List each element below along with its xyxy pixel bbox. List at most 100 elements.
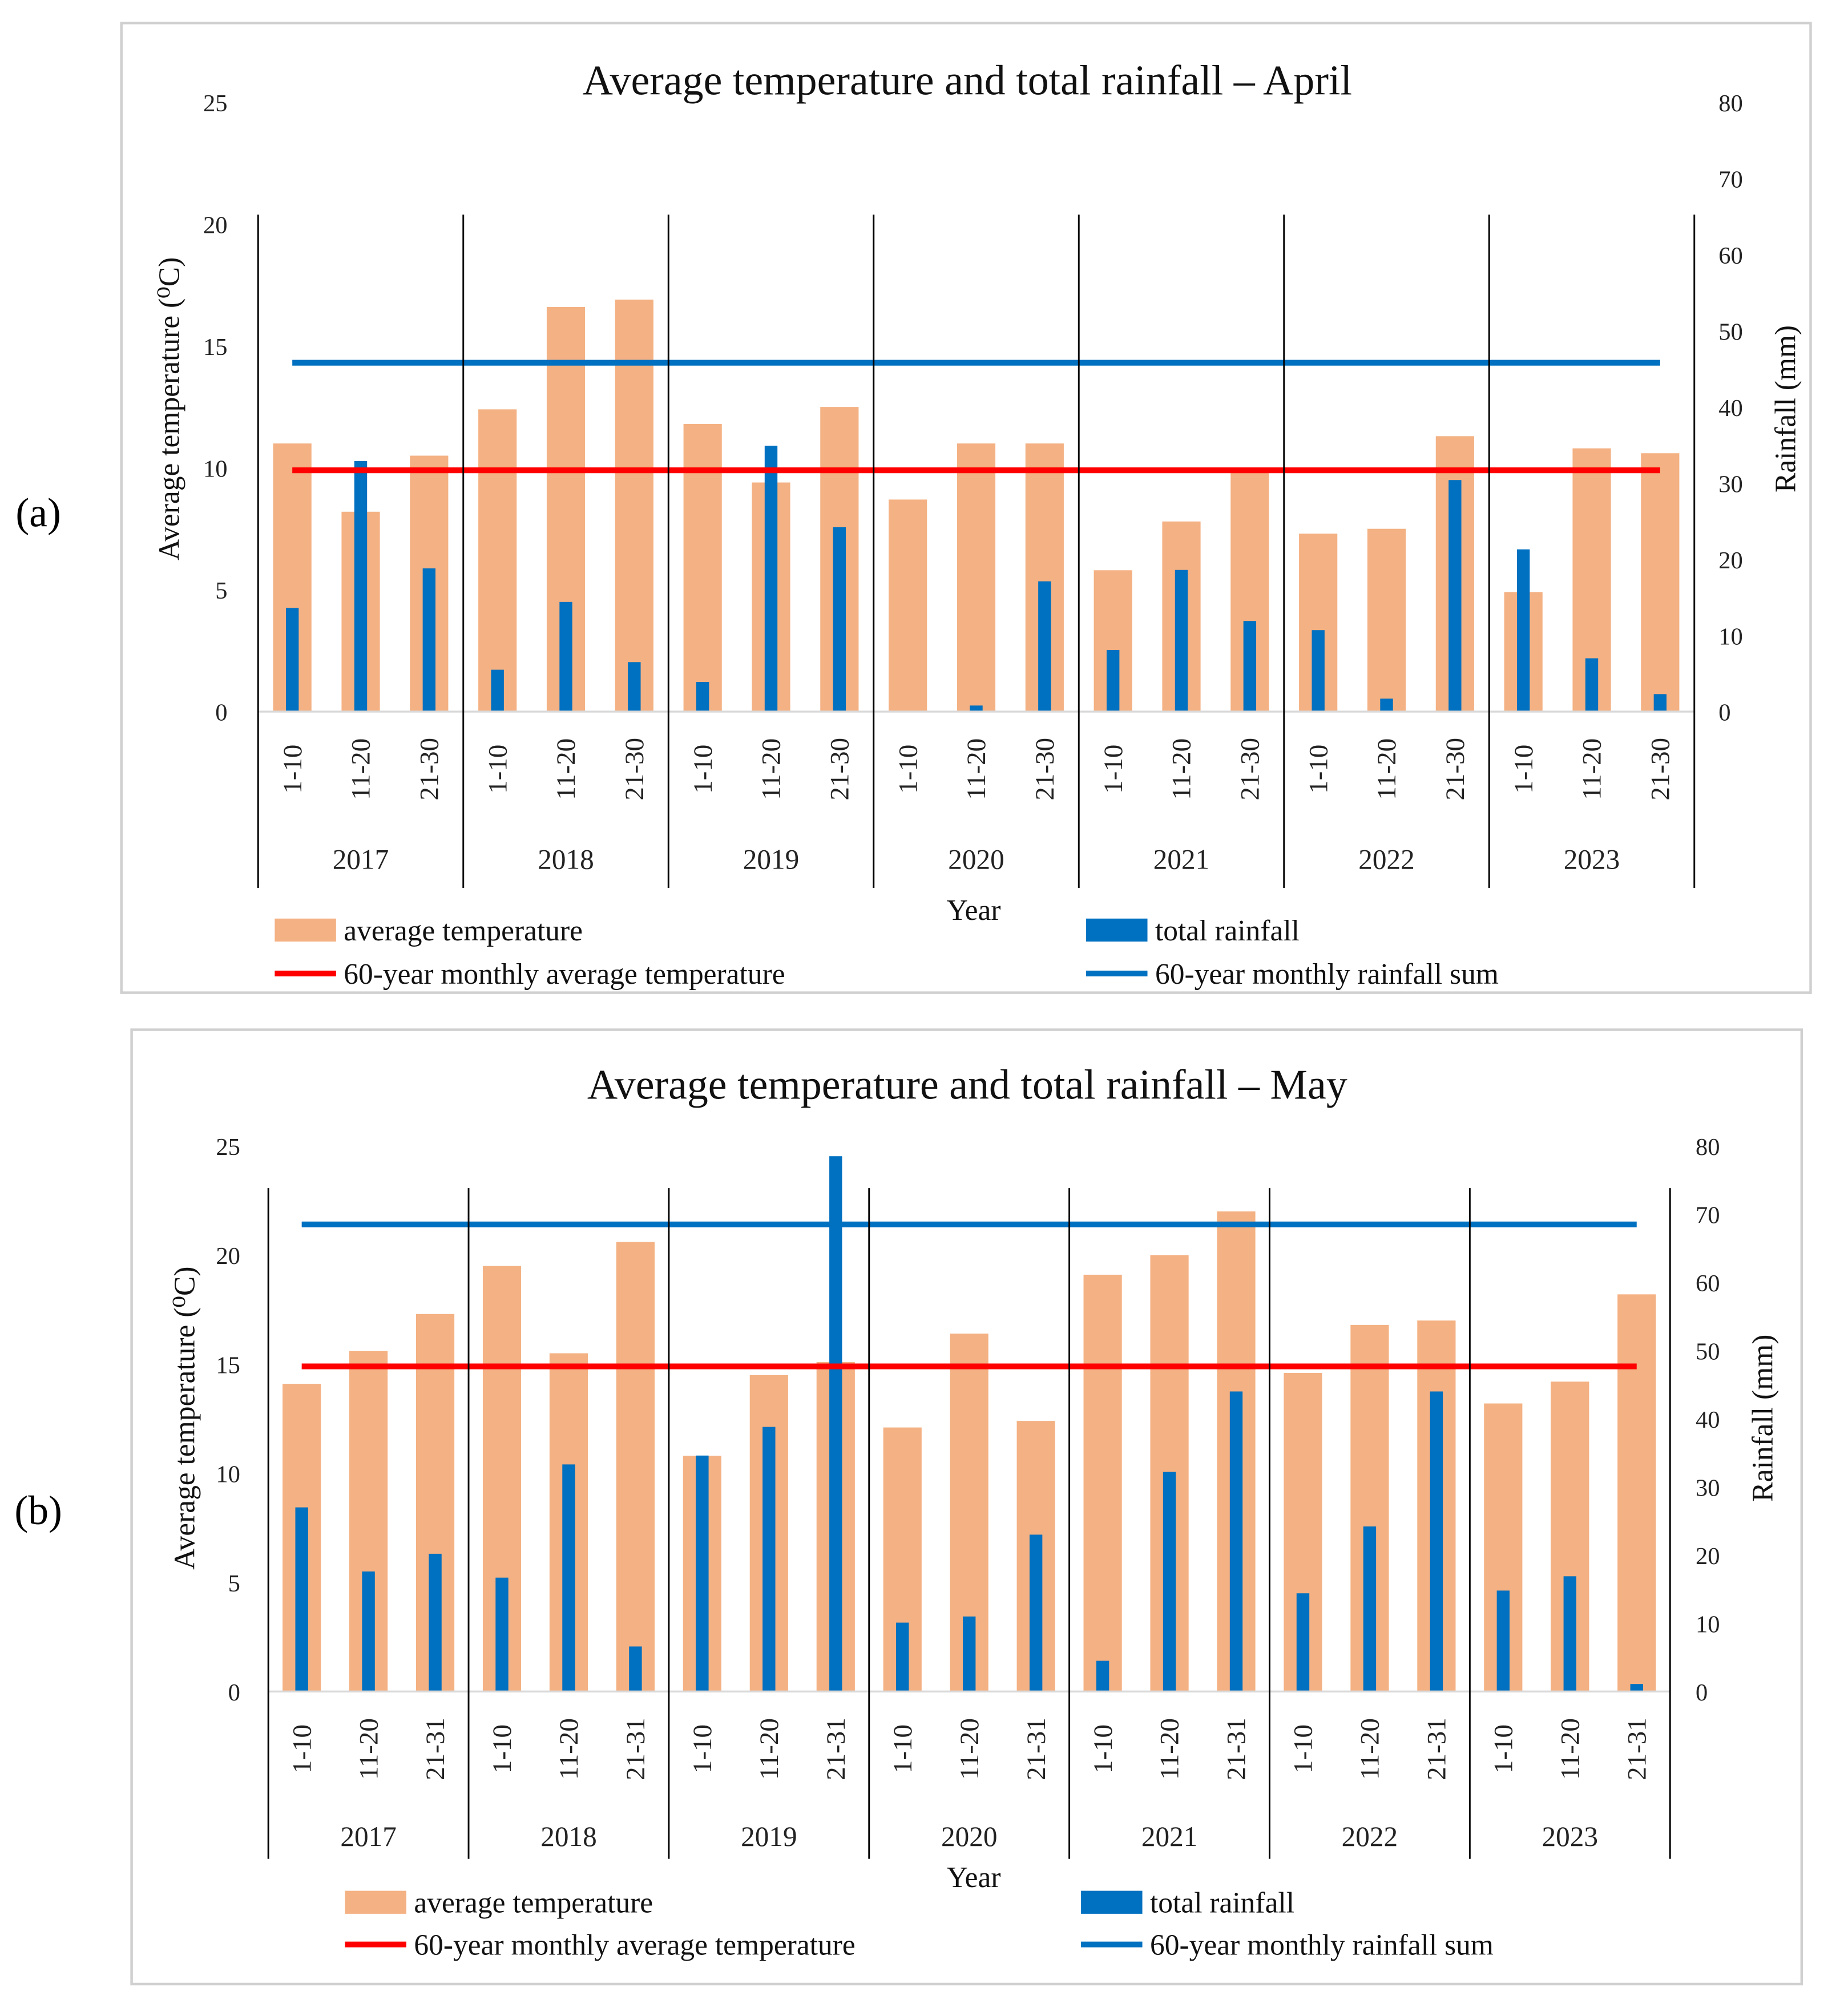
legend-label: 60-year monthly average temperature xyxy=(414,1929,855,1962)
year-label: 2021 xyxy=(1141,1821,1198,1852)
temperature-bar xyxy=(1617,1294,1656,1692)
y2-tick-label: 30 xyxy=(1718,471,1743,498)
y2-tick-label: 40 xyxy=(1718,395,1743,422)
rainfall-bar xyxy=(970,705,983,712)
year-label: 2022 xyxy=(1342,1821,1398,1852)
y2-tick-label: 30 xyxy=(1696,1474,1720,1501)
x-axis-label: Year xyxy=(947,894,1001,927)
rainfall-bar xyxy=(1363,1526,1377,1692)
temperature-bar xyxy=(478,409,517,712)
year-label: 2019 xyxy=(741,1821,797,1852)
y-tick-label: 20 xyxy=(203,212,228,239)
rainfall-bar xyxy=(833,527,846,712)
period-label: 11-20 xyxy=(354,1718,384,1780)
rainfall-bar xyxy=(295,1507,308,1692)
y2-tick-label: 80 xyxy=(1696,1134,1720,1161)
period-label: 21-30 xyxy=(1236,738,1265,801)
rainfall-bar xyxy=(1380,698,1393,712)
period-label: 11-20 xyxy=(1167,738,1197,800)
y2-tick-label: 80 xyxy=(1718,90,1743,117)
rainfall-bar xyxy=(963,1616,976,1692)
period-label: 1-10 xyxy=(893,745,923,794)
rainfall-bar xyxy=(1653,694,1667,712)
rainfall-bar xyxy=(628,662,641,712)
period-label: 11-20 xyxy=(962,738,991,800)
period-label: 1-10 xyxy=(1489,1724,1519,1773)
rainfall-bar xyxy=(1496,1590,1510,1692)
y2-axis-label: Rainfall (mm) xyxy=(1770,325,1802,492)
period-label: 1-10 xyxy=(483,745,513,794)
chart-may: (b) Average temperature and total rainfal… xyxy=(14,1028,1803,1986)
chart-title: Average temperature and total rainfall –… xyxy=(587,1061,1347,1108)
legend-label: total rainfall xyxy=(1155,915,1300,947)
rainfall-bar xyxy=(562,1464,575,1692)
panel-label: (a) xyxy=(15,490,61,535)
period-label: 21-31 xyxy=(821,1718,851,1780)
period-label: 21-31 xyxy=(621,1718,651,1780)
legend-label: total rainfall xyxy=(1150,1887,1294,1920)
chart-april: (a) Average temperature and total rainfal… xyxy=(15,22,1812,994)
temperature-bar xyxy=(1367,528,1406,712)
year-label: 2017 xyxy=(333,843,389,875)
y2-tick-label: 50 xyxy=(1696,1338,1720,1365)
rainfall-bar xyxy=(1296,1593,1310,1692)
legend-swatch-rainfall xyxy=(1086,918,1148,942)
rainfall-bar xyxy=(1516,549,1530,712)
period-label: 11-20 xyxy=(955,1718,984,1780)
temperature-bar xyxy=(1083,1274,1122,1692)
temperature-bar xyxy=(957,443,996,712)
y-axis-label: Average temperature (⁰C) xyxy=(168,1266,201,1569)
rainfall-bar xyxy=(1243,621,1257,712)
period-label: 11-20 xyxy=(1155,1718,1185,1780)
period-label: 1-10 xyxy=(1088,1724,1118,1773)
legend: average temperature total rainfall 60-year… xyxy=(275,915,1499,991)
y-tick-label: 15 xyxy=(203,334,228,361)
legend: average temperature total rainfall 60-year… xyxy=(345,1887,1494,1962)
period-label: 11-20 xyxy=(1555,1718,1585,1780)
rainfall-bar xyxy=(1175,569,1188,712)
rainfall-bar xyxy=(1448,480,1462,712)
period-label: 1-10 xyxy=(487,1724,517,1773)
legend-swatch-rainfall xyxy=(1081,1890,1143,1914)
period-label: 21-30 xyxy=(1030,738,1060,801)
period-label: 1-10 xyxy=(688,745,718,794)
legend-label: 60-year monthly rainfall sum xyxy=(1150,1929,1494,1962)
year-label: 2017 xyxy=(340,1821,396,1852)
y2-tick-label: 70 xyxy=(1718,166,1743,193)
y-tick-label: 5 xyxy=(215,577,227,604)
y-tick-label: 0 xyxy=(215,700,227,726)
rainfall-bar xyxy=(362,1571,375,1692)
period-label: 21-30 xyxy=(620,738,649,801)
rainfall-bar xyxy=(762,1427,776,1692)
rainfall-bar xyxy=(1630,1684,1643,1692)
period-label: 1-10 xyxy=(1099,745,1128,794)
rainfall-bar xyxy=(429,1553,442,1692)
y-tick-label: 10 xyxy=(216,1461,240,1488)
legend-swatch-temperature xyxy=(275,918,336,942)
rainfall-bar xyxy=(491,669,504,712)
rainfall-bar xyxy=(1163,1472,1176,1692)
period-label: 11-20 xyxy=(1372,738,1402,800)
y-tick-label: 20 xyxy=(216,1243,240,1270)
temperature-bar xyxy=(1641,453,1680,712)
y2-tick-label: 50 xyxy=(1718,318,1743,345)
rainfall-bar xyxy=(764,446,778,712)
period-label: 1-10 xyxy=(888,1724,918,1773)
temperature-bar xyxy=(616,1242,655,1692)
period-label: 21-30 xyxy=(415,738,445,801)
rainfall-bar xyxy=(629,1646,642,1692)
period-label: 21-31 xyxy=(421,1718,450,1780)
legend-swatch-temperature xyxy=(345,1890,406,1914)
x-axis-label: Year xyxy=(947,1861,1001,1894)
y-tick-label: 15 xyxy=(216,1352,240,1379)
period-label: 21-31 xyxy=(1422,1718,1452,1780)
y2-tick-label: 60 xyxy=(1696,1270,1720,1297)
chart-title: Average temperature and total rainfall –… xyxy=(583,57,1352,104)
period-label: 11-20 xyxy=(1577,738,1607,800)
period-label: 11-20 xyxy=(346,738,376,800)
panel-label: (b) xyxy=(14,1488,62,1533)
period-label: 1-10 xyxy=(1304,745,1333,794)
period-label: 21-31 xyxy=(1222,1718,1252,1780)
legend-label: 60-year monthly average temperature xyxy=(344,958,785,991)
